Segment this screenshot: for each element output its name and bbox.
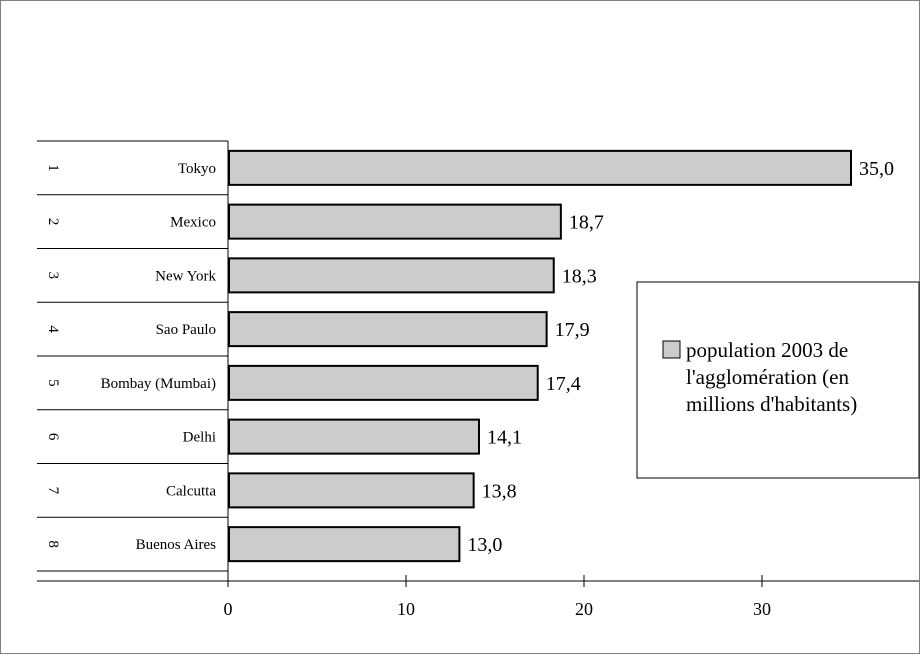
legend-line-1: population 2003 de — [686, 338, 848, 362]
value-label: 18,7 — [569, 212, 604, 234]
legend: population 2003 de l'agglomération (en m… — [636, 281, 920, 479]
legend-swatch — [662, 340, 681, 359]
bar — [228, 418, 480, 455]
x-tick-label: 20 — [575, 599, 593, 619]
rank-label: 2 — [45, 218, 61, 226]
value-label: 17,4 — [546, 373, 581, 395]
x-tick-label: 30 — [753, 599, 771, 619]
bars — [228, 149, 852, 563]
category-label: Delhi — [183, 430, 216, 446]
bar — [228, 149, 852, 186]
category-label: Calcutta — [166, 483, 216, 499]
legend-line-3: millions d'habitants) — [686, 392, 857, 416]
bar — [228, 526, 461, 563]
legend-box — [636, 281, 920, 479]
bar — [228, 257, 555, 294]
bar — [228, 203, 562, 240]
category-label: Tokyo — [178, 161, 216, 177]
rank-label: 8 — [45, 540, 61, 548]
bar — [228, 472, 475, 509]
value-label: 14,1 — [487, 427, 522, 449]
rank-label: 4 — [45, 325, 61, 333]
rank-label: 5 — [45, 379, 61, 387]
value-label: 13,0 — [467, 534, 502, 556]
category-label: Sao Paulo — [156, 322, 216, 338]
value-label: 17,9 — [555, 319, 590, 341]
x-axis: 0 10 20 30 — [37, 575, 919, 619]
category-labels: Tokyo Mexico New York Sao Paulo Bombay (Mumb… — [101, 161, 217, 553]
value-label: 13,8 — [482, 480, 517, 502]
category-label: Bombay (Mumbai) — [101, 376, 216, 392]
rank-label: 1 — [45, 164, 61, 172]
category-label: Mexico — [170, 215, 216, 231]
value-label: 18,3 — [562, 265, 597, 287]
rank-labels: 1 2 3 4 5 6 7 8 — [45, 164, 61, 548]
category-label: Buenos Aires — [136, 537, 217, 553]
category-label: New York — [155, 268, 216, 284]
x-tick-label: 10 — [397, 599, 415, 619]
rank-label: 7 — [45, 487, 61, 495]
x-tick-label: 0 — [224, 599, 233, 619]
rank-label: 3 — [45, 272, 61, 280]
bar — [228, 311, 548, 348]
legend-line-2: l'agglomération (en — [686, 365, 849, 389]
value-label: 35,0 — [859, 158, 894, 180]
rank-label: 6 — [45, 433, 61, 441]
value-labels: 35,0 18,7 18,3 17,9 17,4 14,1 13,8 13,0 — [467, 158, 894, 556]
bar — [228, 364, 539, 401]
